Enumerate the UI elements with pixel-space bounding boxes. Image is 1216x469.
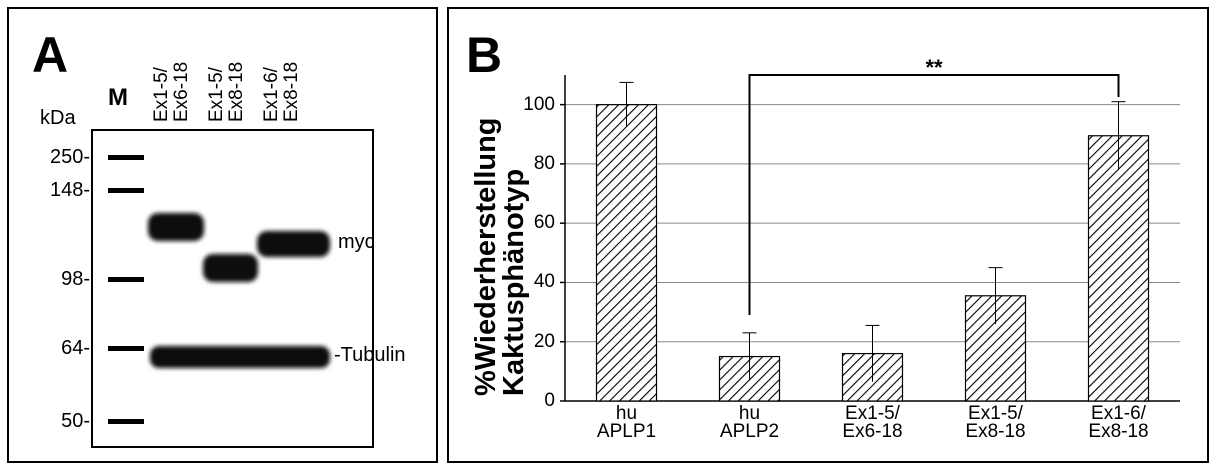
significance-label: **	[914, 57, 954, 79]
x-tick-label: Ex1-6/ Ex8-18	[1059, 405, 1179, 441]
band-label: -Tubulin	[334, 345, 406, 365]
bar	[1089, 136, 1149, 401]
marker-label: 64-	[20, 338, 90, 358]
lane-label: Ex1-6/ Ex8-18	[262, 32, 302, 122]
figure: AMkDaEx1-5/ Ex6-18Ex1-5/ Ex8-18Ex1-6/ Ex…	[0, 0, 1216, 469]
lane-label: Ex1-5/ Ex8-18	[207, 32, 247, 122]
x-tick-label: hu APLP1	[567, 405, 687, 441]
marker-label: 50-	[20, 411, 90, 431]
unit-label: kDa	[40, 108, 76, 128]
significance-bracket	[750, 75, 1119, 315]
lane-label: Ex1-5/ Ex6-18	[152, 32, 192, 122]
band-label: myc	[338, 232, 375, 252]
y-tick-label: 40	[495, 272, 555, 291]
marker-label: 250-	[20, 147, 90, 167]
y-tick-label: 100	[495, 95, 555, 114]
x-tick-label: hu APLP2	[690, 405, 810, 441]
bar	[597, 105, 657, 401]
y-tick-label: 20	[495, 332, 555, 351]
y-tick-label: 80	[495, 154, 555, 173]
panel-letter: A	[32, 30, 68, 80]
blot	[92, 130, 373, 447]
y-tick-label: 60	[495, 213, 555, 232]
marker-label: 98-	[20, 269, 90, 289]
marker-label: 148-	[20, 180, 90, 200]
marker-lane-label: M	[108, 86, 128, 110]
x-tick-label: Ex1-5/ Ex6-18	[813, 405, 933, 441]
y-tick-label: 0	[495, 391, 555, 410]
x-tick-label: Ex1-5/ Ex8-18	[936, 405, 1056, 441]
